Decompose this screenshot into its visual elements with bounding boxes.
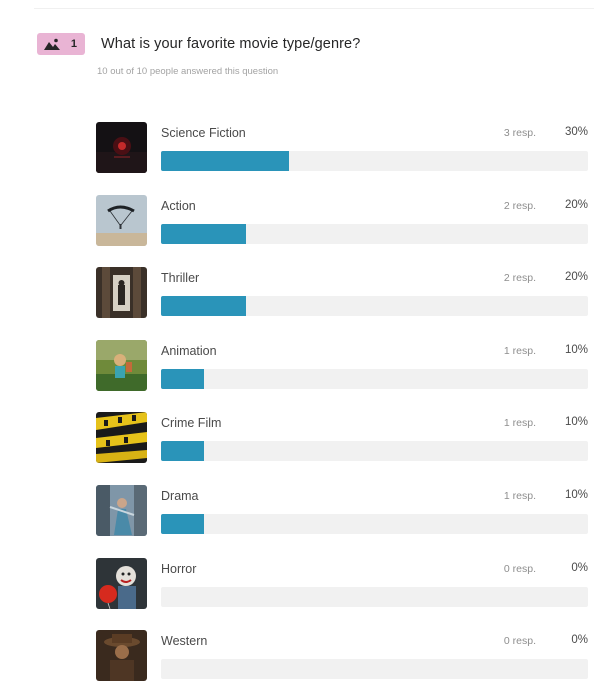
option-percent: 10%: [564, 344, 588, 356]
option-bar-track: [161, 441, 588, 461]
option-label: Horror: [161, 562, 197, 576]
question-number-badge: 1: [37, 33, 85, 55]
option-row-horror: Horror 0 resp. 0%: [96, 558, 588, 610]
drama-thumbnail: [96, 485, 147, 536]
option-bar-fill: [161, 296, 247, 316]
option-bar-track: [161, 151, 588, 171]
option-percent: 10%: [564, 416, 588, 428]
thriller-thumbnail: [96, 267, 147, 318]
answered-count: 10 out of 10 people answered this questi…: [97, 66, 279, 77]
option-label: Drama: [161, 489, 199, 503]
option-response-count: 1 resp.: [503, 417, 536, 429]
option-row-western: Western 0 resp. 0%: [96, 630, 588, 682]
option-percent: 20%: [564, 271, 588, 283]
option-bar-fill: [161, 514, 204, 534]
animation-thumbnail: [96, 340, 147, 391]
option-label: Action: [161, 199, 196, 213]
option-bar-track: [161, 587, 588, 607]
option-response-count: 1 resp.: [503, 490, 536, 502]
option-label: Crime Film: [161, 416, 222, 430]
option-response-count: 0 resp.: [503, 563, 536, 575]
question-header: 1 What is your favorite movie type/genre…: [37, 33, 360, 55]
option-percent: 0%: [571, 634, 588, 646]
option-label: Western: [161, 634, 208, 648]
option-bar-track: [161, 369, 588, 389]
option-bar-track: [161, 659, 588, 679]
option-row-thriller: Thriller 2 resp. 20%: [96, 267, 588, 319]
action-thumbnail: [96, 195, 147, 246]
option-bar-track: [161, 514, 588, 534]
horror-thumbnail: [96, 558, 147, 609]
crime-film-thumbnail: [96, 412, 147, 463]
option-bar-fill: [161, 441, 204, 461]
option-bar-fill: [161, 224, 247, 244]
image-choice-icon: [44, 38, 60, 50]
option-response-count: 1 resp.: [503, 345, 536, 357]
option-label: Animation: [161, 344, 217, 358]
option-percent: 0%: [571, 562, 588, 574]
option-bar-fill: [161, 151, 290, 171]
question-number: 1: [70, 38, 77, 50]
question-title: What is your favorite movie type/genre?: [101, 36, 361, 52]
option-label: Science Fiction: [161, 126, 246, 140]
option-row-science-fiction: Science Fiction 3 resp. 30%: [96, 122, 588, 174]
option-row-action: Action 2 resp. 20%: [96, 195, 588, 247]
option-response-count: 2 resp.: [503, 272, 536, 284]
option-label: Thriller: [161, 271, 200, 285]
option-response-count: 3 resp.: [503, 127, 536, 139]
top-divider: [34, 8, 594, 9]
option-bar-fill: [161, 369, 204, 389]
option-percent: 10%: [564, 489, 588, 501]
option-row-animation: Animation 1 resp. 10%: [96, 340, 588, 392]
option-percent: 30%: [564, 126, 588, 138]
option-row-drama: Drama 1 resp. 10%: [96, 485, 588, 537]
science-fiction-thumbnail: [96, 122, 147, 173]
option-response-count: 2 resp.: [503, 200, 536, 212]
western-thumbnail: [96, 630, 147, 681]
option-bar-track: [161, 296, 588, 316]
option-response-count: 0 resp.: [503, 635, 536, 647]
option-percent: 20%: [564, 199, 588, 211]
option-bar-track: [161, 224, 588, 244]
option-row-crime-film: Crime Film 1 resp. 10%: [96, 412, 588, 464]
